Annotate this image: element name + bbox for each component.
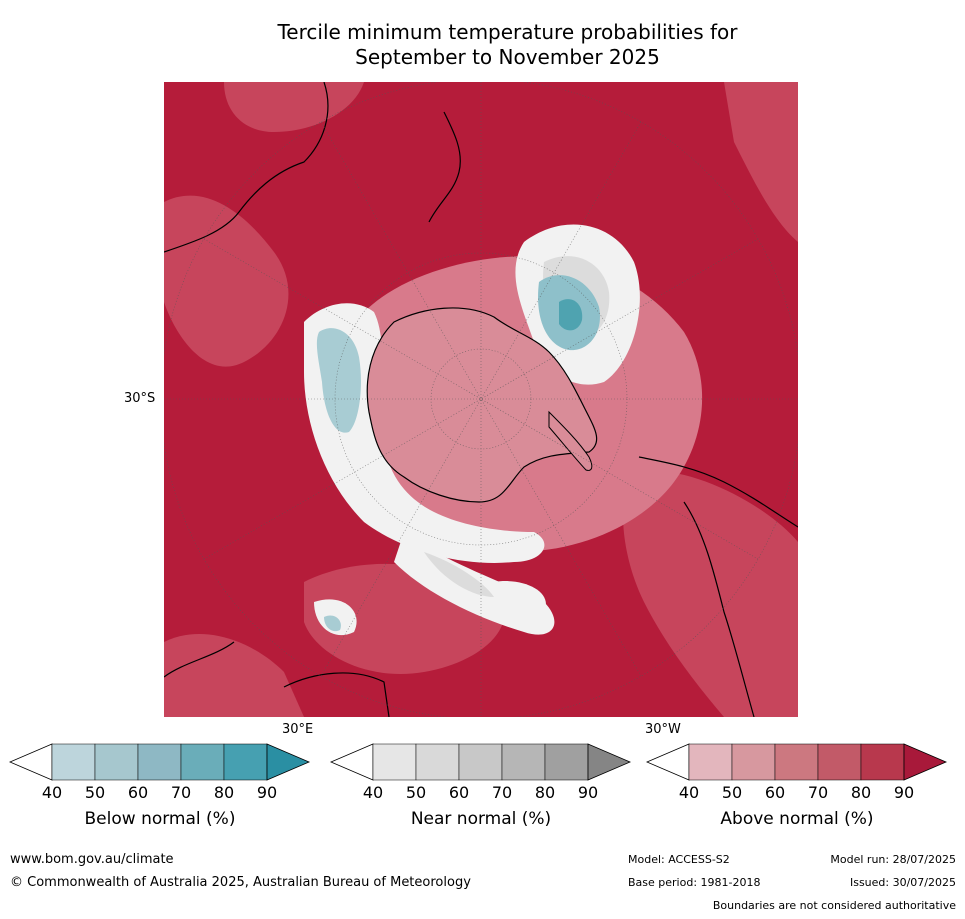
colorbar-tick: 60 xyxy=(448,783,470,802)
colorbar-tick: 50 xyxy=(84,783,106,802)
africa-outline xyxy=(164,641,390,717)
colorbar-above-segment xyxy=(774,743,819,781)
colorbar-below-swatches xyxy=(8,743,311,781)
colorbar-near-segment xyxy=(458,743,503,781)
issued-text: Issued: 30/07/2025 xyxy=(849,876,956,889)
colorbar-near-normal: 40 50 60 70 80 90 Near normal (%) xyxy=(329,742,632,842)
colorbar-tick: 70 xyxy=(491,783,513,802)
colorbar-below-segment xyxy=(51,743,96,781)
colorbar-below-label: Below normal (%) xyxy=(84,809,236,829)
graticule xyxy=(164,82,798,717)
new-zealand-outline xyxy=(428,111,461,223)
lat-label-30s: 30°S xyxy=(124,391,156,406)
colorbar-above-normal: 40 50 60 70 80 90 Above normal (%) xyxy=(645,742,948,842)
base-period-text: Base period: 1981-2018 xyxy=(628,876,761,889)
colorbar-tick: 90 xyxy=(893,783,915,802)
colorbar-near-segment xyxy=(415,743,460,781)
polar-map xyxy=(164,82,798,717)
colorbar-above-segment xyxy=(817,743,862,781)
colorbar-below-low-extend xyxy=(8,743,53,781)
colorbar-tick: 80 xyxy=(534,783,556,802)
lon-label-30w: 30°W xyxy=(645,722,681,737)
title-line-1: Tercile minimum temperature probabilitie… xyxy=(277,20,738,44)
colorbar-above-segment xyxy=(731,743,776,781)
colorbar-near-segment xyxy=(501,743,546,781)
colorbar-above-high-extend xyxy=(903,743,948,781)
colorbar-above-label: Above normal (%) xyxy=(720,809,874,829)
colorbar-near-ticks: 40 50 60 70 80 90 xyxy=(331,783,631,803)
colorbar-below-segment xyxy=(94,743,139,781)
colorbar-near-high-extend xyxy=(587,743,632,781)
colorbar-near-label: Near normal (%) xyxy=(410,809,552,829)
lon-label-30e: 30°E xyxy=(282,722,314,737)
website-link[interactable]: www.bom.gov.au/climate xyxy=(10,852,174,867)
title-line-2: September to November 2025 xyxy=(355,45,660,69)
below-normal-areas xyxy=(316,275,600,632)
colorbar-tick: 60 xyxy=(127,783,149,802)
colorbar-tick: 50 xyxy=(721,783,743,802)
colorbar-below-high-extend xyxy=(266,743,311,781)
colorbar-tick: 60 xyxy=(764,783,786,802)
copyright-text: © Commonwealth of Australia 2025, Austra… xyxy=(10,875,471,890)
australia-outline xyxy=(164,82,329,253)
model-text: Model: ACCESS-S2 xyxy=(628,853,730,866)
disclaimer-text: Boundaries are not considered authoritat… xyxy=(712,899,956,912)
continent-outlines xyxy=(164,82,798,717)
antarctica xyxy=(366,307,598,503)
colorbar-near-swatches xyxy=(329,743,632,781)
model-run-text: Model run: 28/07/2025 xyxy=(830,853,956,866)
colorbar-above-segment xyxy=(860,743,905,781)
map-title: Tercile minimum temperature probabilitie… xyxy=(0,20,965,70)
colorbar-tick: 80 xyxy=(213,783,235,802)
colorbar-below-segment xyxy=(223,743,268,781)
colorbar-below-normal: 40 50 60 70 80 90 Below normal (%) xyxy=(8,742,311,842)
antarctic-peninsula xyxy=(548,410,593,471)
colorbar-tick: 40 xyxy=(41,783,63,802)
colorbar-tick: 80 xyxy=(850,783,872,802)
colorbar-near-segment xyxy=(544,743,589,781)
colorbar-tick: 90 xyxy=(256,783,278,802)
colorbar-above-ticks: 40 50 60 70 80 90 xyxy=(647,783,947,803)
colorbar-below-ticks: 40 50 60 70 80 90 xyxy=(10,783,310,803)
colorbar-tick: 50 xyxy=(405,783,427,802)
colorbar-near-segment xyxy=(372,743,417,781)
colorbar-above-low-extend xyxy=(645,743,690,781)
colorbar-tick: 90 xyxy=(577,783,599,802)
south-america-outline xyxy=(638,456,798,717)
colorbar-above-segment xyxy=(688,743,733,781)
colorbar-tick: 70 xyxy=(807,783,829,802)
colorbar-tick: 40 xyxy=(362,783,384,802)
colorbar-below-segment xyxy=(180,743,225,781)
colorbar-above-swatches xyxy=(645,743,948,781)
colorbar-below-segment xyxy=(137,743,182,781)
colorbar-near-low-extend xyxy=(329,743,374,781)
colorbar-tick: 70 xyxy=(170,783,192,802)
colorbar-tick: 40 xyxy=(678,783,700,802)
